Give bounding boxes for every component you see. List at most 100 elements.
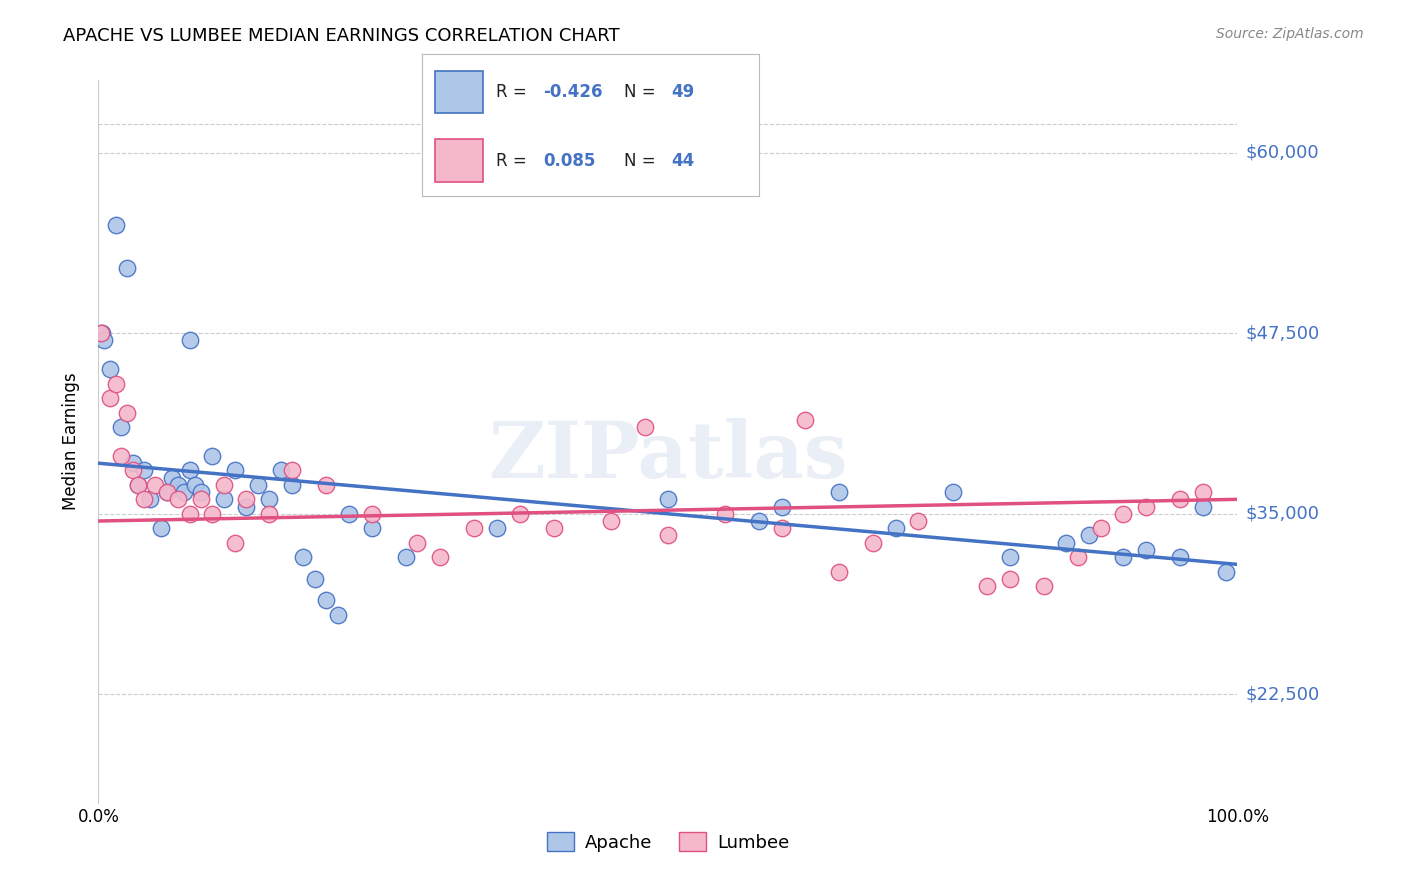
Y-axis label: Median Earnings: Median Earnings (62, 373, 80, 510)
Point (184, 478, 207, 492)
Point (212, 492, 235, 507)
Point (509, 507, 531, 521)
Point (179, 334, 201, 348)
Point (127, 478, 149, 492)
Point (884, 521, 907, 535)
Point (770, 521, 793, 535)
Point (998, 572, 1021, 586)
Point (1078, 528, 1101, 542)
Point (657, 492, 679, 507)
Point (1170, 492, 1192, 507)
Point (406, 535, 429, 549)
Point (150, 521, 173, 535)
Text: ZIPatlas: ZIPatlas (488, 418, 848, 494)
Point (1135, 500, 1157, 514)
Point (714, 507, 737, 521)
Point (162, 471, 184, 485)
Point (634, 420, 657, 434)
Point (1056, 535, 1078, 549)
Point (132, 463, 155, 477)
Text: 49: 49 (672, 83, 695, 101)
FancyBboxPatch shape (436, 70, 482, 113)
Point (115, 406, 138, 420)
Point (190, 485, 212, 500)
Point (121, 463, 143, 477)
Point (90, 326, 112, 340)
Point (132, 492, 155, 507)
Point (173, 485, 195, 500)
Point (748, 514, 770, 528)
Text: Source: ZipAtlas.com: Source: ZipAtlas.com (1216, 27, 1364, 41)
Text: $35,000: $35,000 (1246, 505, 1320, 523)
Text: R =: R = (496, 152, 531, 169)
Text: N =: N = (624, 83, 661, 101)
Point (1112, 550, 1135, 565)
Point (1215, 565, 1237, 579)
Text: N =: N = (624, 152, 661, 169)
Point (998, 550, 1021, 565)
Point (828, 565, 851, 579)
Point (127, 478, 149, 492)
Point (292, 550, 315, 565)
Point (360, 521, 382, 535)
Point (395, 550, 418, 565)
Text: $60,000: $60,000 (1246, 144, 1319, 161)
Point (115, 261, 138, 276)
Point (246, 478, 269, 492)
Point (156, 485, 179, 500)
Point (138, 492, 160, 507)
Point (190, 492, 212, 507)
Point (110, 420, 132, 434)
Point (486, 521, 509, 535)
Point (337, 507, 360, 521)
Point (463, 521, 485, 535)
Point (326, 607, 349, 622)
Point (270, 463, 292, 477)
FancyBboxPatch shape (436, 139, 482, 182)
Point (942, 485, 965, 500)
Point (110, 449, 132, 463)
Point (281, 463, 304, 477)
Point (657, 528, 679, 542)
Point (1192, 500, 1215, 514)
Point (90, 326, 112, 340)
Point (1135, 542, 1157, 557)
Point (98, 391, 121, 405)
Point (281, 478, 304, 492)
Point (212, 478, 235, 492)
Point (179, 507, 201, 521)
Point (1170, 550, 1192, 565)
Text: -0.426: -0.426 (543, 83, 603, 101)
Point (862, 535, 884, 549)
Point (828, 485, 851, 500)
Point (145, 478, 167, 492)
Point (235, 500, 257, 514)
Point (1090, 521, 1112, 535)
Legend: Apache, Lumbee: Apache, Lumbee (540, 825, 796, 859)
Point (167, 478, 190, 492)
Text: $22,500: $22,500 (1246, 685, 1320, 704)
Point (360, 507, 382, 521)
Text: 0.085: 0.085 (543, 152, 596, 169)
Text: $47,500: $47,500 (1246, 324, 1320, 343)
Text: 44: 44 (672, 152, 695, 169)
Text: R =: R = (496, 83, 531, 101)
Point (1067, 550, 1090, 565)
Point (201, 507, 224, 521)
Point (98, 362, 121, 376)
Point (259, 507, 281, 521)
Point (770, 500, 793, 514)
Point (201, 449, 224, 463)
Point (179, 463, 201, 477)
Point (104, 376, 127, 391)
Point (543, 521, 565, 535)
Point (304, 572, 326, 586)
Point (121, 456, 143, 470)
Point (976, 579, 998, 593)
Point (224, 535, 246, 549)
Point (793, 413, 815, 427)
Point (259, 492, 281, 507)
Point (1032, 579, 1054, 593)
Point (93, 334, 115, 348)
Point (224, 463, 246, 477)
